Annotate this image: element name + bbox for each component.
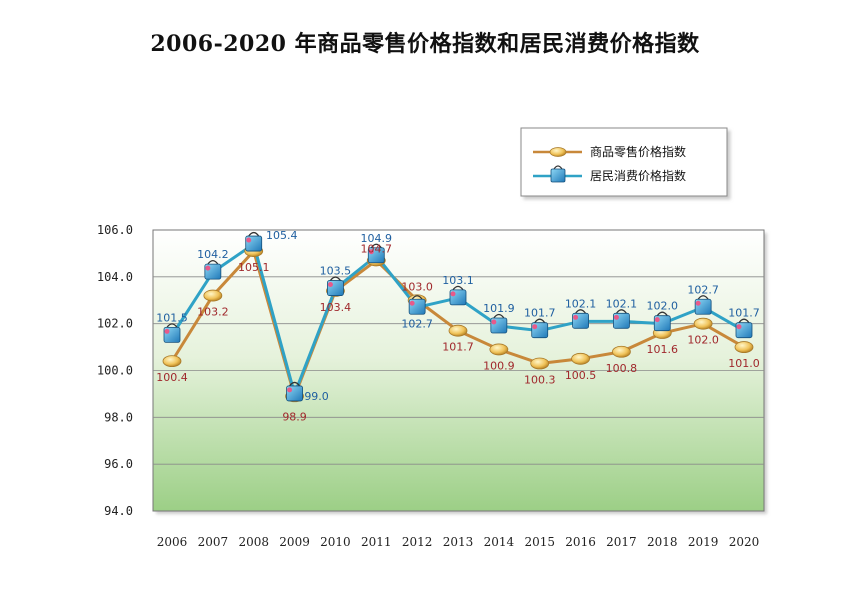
x-tick-label: 2019 [688,535,719,549]
cpi-data-label: 105.4 [266,229,298,242]
shopping-bag-marker [245,231,263,252]
cpi-data-label: 104.9 [361,232,393,245]
retail-data-label: 105.1 [238,261,270,274]
x-axis: 2006 2007 2008 2009 2010 2011 2012 2013 2014 2015… [157,535,760,549]
cpi-data-label: 101.7 [728,307,760,320]
x-tick-label: 2010 [320,535,351,549]
retail-data-label: 101.6 [647,343,679,356]
shopping-bag-marker [449,285,467,306]
y-tick-label: 106.0 [97,223,133,237]
retail-data-label: 100.5 [565,369,597,382]
data-labels: 100.4 103.2 105.1 98.9 103.4 104.7 103.0 101.7 1… [156,229,760,423]
cpi-data-label: 102.7 [401,317,433,330]
shopping-bag-icon [550,165,566,183]
retail-data-label: 101.0 [728,357,760,370]
x-tick-label: 2006 [157,535,188,549]
series-markers [162,231,754,403]
retail-data-label: 103.0 [401,280,433,293]
cpi-data-label: 101.9 [483,302,515,315]
coin-marker [530,357,550,370]
shopping-bag-marker [367,243,385,264]
retail-data-label: 100.4 [156,371,188,384]
coin-marker [734,341,754,353]
x-tick-label: 2014 [484,535,515,549]
retail-data-label: 103.4 [320,301,352,314]
coin-marker [612,345,631,358]
retail-data-label: 101.7 [442,341,474,354]
shopping-bag-marker [490,313,508,334]
shopping-bag-marker [735,318,753,339]
coin-marker [448,324,468,337]
x-tick-label: 2017 [606,535,637,549]
chart-title: 2006-2020 年商品零售价格指数和居民消费价格指数 [150,31,700,57]
cpi-data-label: 101.7 [524,307,556,320]
shopping-bag-marker [572,309,589,329]
coin-icon [549,147,567,157]
cpi-data-label: 99.0 [304,390,329,403]
y-tick-label: 98.0 [104,410,133,424]
retail-data-label: 98.9 [282,410,307,423]
x-tick-label: 2020 [729,535,760,549]
y-tick-label: 96.0 [104,457,133,471]
y-tick-label: 104.0 [97,270,133,284]
coin-marker [571,352,590,365]
x-tick-label: 2018 [647,535,678,549]
x-tick-label: 2016 [565,535,596,549]
y-axis: 94.0 96.0 98.0 100.0 102.0 104.0 106.0 [97,223,133,518]
x-tick-label: 2009 [279,535,310,549]
shopping-bag-marker [694,295,712,315]
retail-data-label: 102.0 [687,334,719,347]
cpi-data-label: 102.1 [606,297,638,310]
cpi-data-label: 103.5 [320,265,352,278]
retail-data-label: 103.2 [197,306,229,319]
retail-data-label: 100.9 [483,359,515,372]
x-tick-label: 2015 [524,535,555,549]
cpi-data-label: 102.1 [565,297,597,310]
coin-marker [489,343,509,356]
shopping-bag-marker [204,260,222,280]
cpi-data-label: 104.2 [197,248,229,261]
shopping-bag-marker [653,311,671,332]
shopping-bag-marker [408,295,426,315]
shopping-bag-marker [327,276,344,296]
cpi-data-label: 103.1 [442,274,474,287]
x-tick-label: 2012 [402,535,433,549]
retail-data-label: 104.7 [361,242,393,255]
y-tick-label: 94.0 [104,504,133,518]
y-tick-label: 102.0 [97,317,133,331]
x-tick-label: 2008 [238,535,269,549]
shopping-bag-marker [531,318,549,339]
shopping-bag-marker [613,309,630,329]
x-tick-label: 2007 [198,535,229,549]
coin-marker [693,317,713,330]
legend-label-retail: 商品零售价格指数 [590,144,686,159]
coin-marker [162,355,182,368]
retail-data-label: 100.8 [606,362,638,375]
legend-label-cpi: 居民消费价格指数 [590,168,686,183]
shopping-bag-marker [163,323,181,343]
legend-box [520,127,728,197]
cpi-data-label: 101.5 [156,311,188,324]
retail-data-label: 100.3 [524,373,556,386]
cpi-data-label: 102.7 [687,283,719,296]
cpi-data-label: 102.0 [647,300,679,313]
x-tick-label: 2013 [443,535,474,549]
x-tick-label: 2011 [361,535,392,549]
legend: 商品零售价格指数 居民消费价格指数 [520,127,728,197]
shopping-bag-marker [286,381,303,402]
y-tick-label: 100.0 [97,364,133,378]
coin-marker [203,289,223,302]
